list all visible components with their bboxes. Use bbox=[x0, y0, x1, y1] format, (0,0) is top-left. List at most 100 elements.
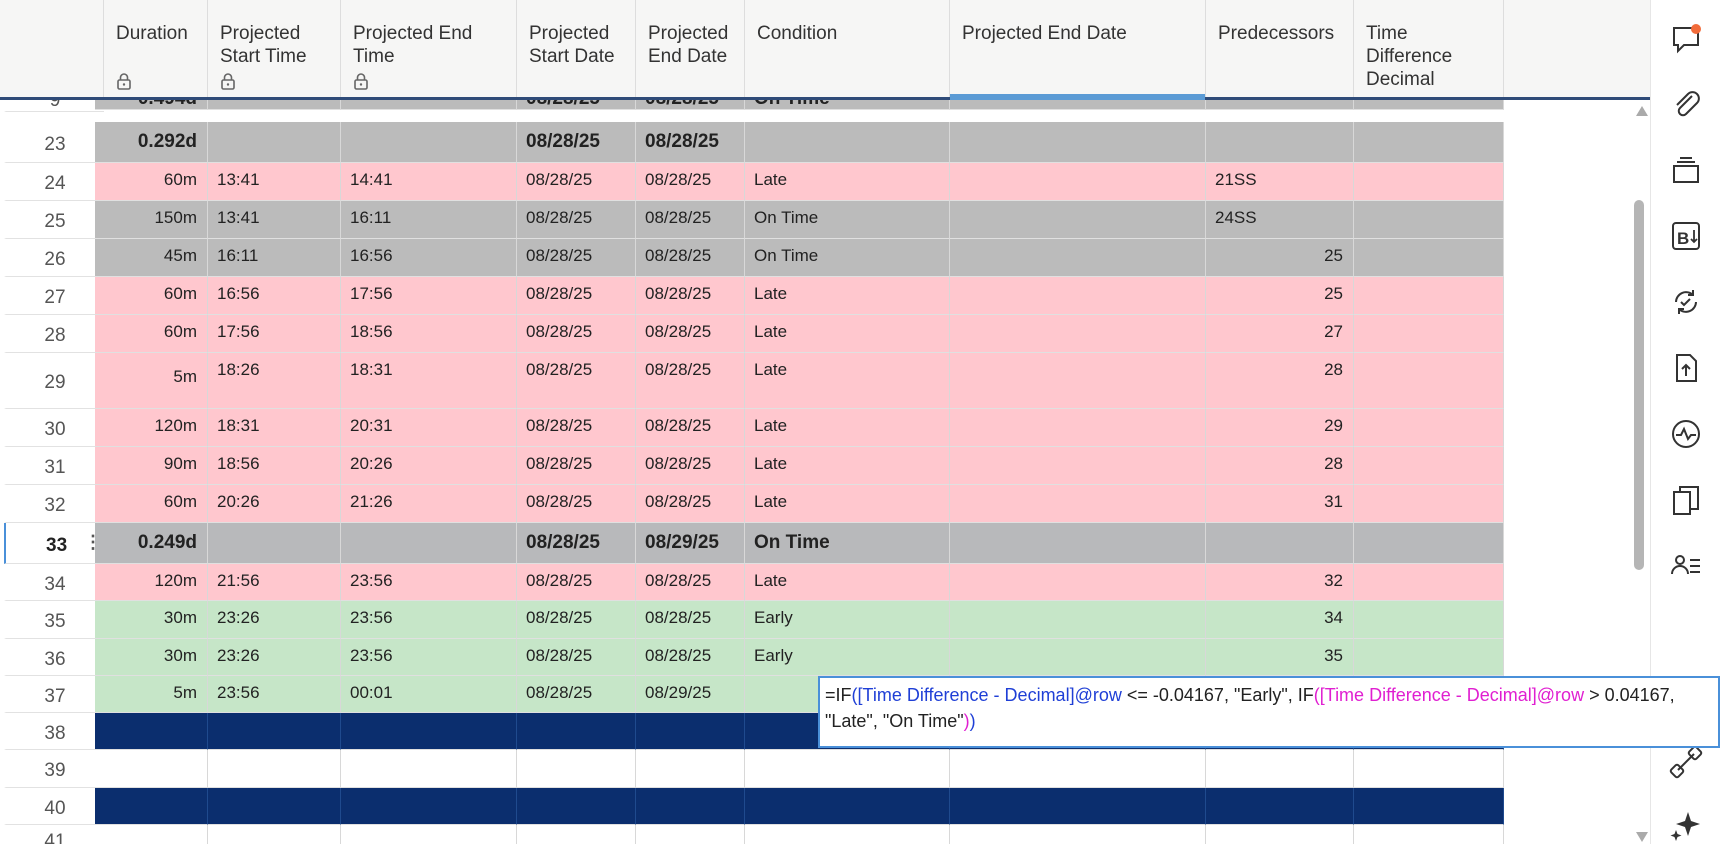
cell-proj-end-date[interactable]: 08/28/25 bbox=[636, 353, 745, 409]
cell-condition[interactable]: Early bbox=[745, 601, 950, 639]
cell-proj-end-time[interactable] bbox=[341, 523, 517, 564]
cell-time-diff[interactable] bbox=[1354, 122, 1504, 163]
column-header-condition[interactable]: Condition bbox=[745, 0, 950, 97]
cell-proj-end-date2[interactable] bbox=[950, 485, 1206, 523]
cell-proj-end-time[interactable]: 20:31 bbox=[341, 409, 517, 447]
row-number[interactable]: 30 bbox=[4, 409, 104, 447]
cell-proj-end-date2[interactable] bbox=[950, 315, 1206, 353]
table-row[interactable]: 25 150m 13:41 16:11 08/28/25 08/28/25 On Time 2… bbox=[0, 201, 1630, 239]
cell-duration[interactable]: 0.494d bbox=[95, 100, 208, 110]
cell-condition[interactable]: On Time bbox=[745, 201, 950, 239]
cell-proj-end-date2[interactable] bbox=[950, 122, 1206, 163]
cell-proj-start-date[interactable]: 08/28/25 bbox=[517, 122, 636, 163]
cell-proj-end-time[interactable]: 00:01 bbox=[341, 676, 517, 713]
cell-predecessors[interactable]: 34 bbox=[1206, 601, 1354, 639]
cell-proj-end-date[interactable] bbox=[636, 788, 745, 825]
cell-condition[interactable]: On Time bbox=[745, 239, 950, 277]
cell-predecessors[interactable] bbox=[1206, 788, 1354, 825]
cell-proj-start-time[interactable]: 23:26 bbox=[208, 601, 341, 639]
cell-time-diff[interactable] bbox=[1354, 353, 1504, 409]
cell-proj-end-date[interactable]: 08/28/25 bbox=[636, 100, 745, 110]
row-number[interactable]: 35 bbox=[4, 601, 104, 639]
cell-time-diff[interactable] bbox=[1354, 601, 1504, 639]
cell-time-diff[interactable] bbox=[1354, 788, 1504, 825]
cell-proj-end-date[interactable]: 08/28/25 bbox=[636, 639, 745, 676]
cell-proj-end-date2[interactable] bbox=[950, 353, 1206, 409]
row-number[interactable]: 33 ⋮ bbox=[4, 523, 104, 564]
cell-predecessors[interactable]: 29 bbox=[1206, 409, 1354, 447]
cell-condition[interactable]: Late bbox=[745, 485, 950, 523]
cell-proj-start-date[interactable]: 08/28/25 bbox=[517, 523, 636, 564]
cell-proj-start-time[interactable] bbox=[208, 100, 341, 110]
cell-condition[interactable]: Late bbox=[745, 409, 950, 447]
cell-proj-start-date[interactable]: 08/28/25 bbox=[517, 100, 636, 110]
cell-proj-end-time[interactable]: 23:56 bbox=[341, 601, 517, 639]
cell-condition[interactable] bbox=[745, 825, 950, 844]
column-header-duration[interactable]: Duration bbox=[104, 0, 208, 97]
activity-icon[interactable] bbox=[1668, 416, 1704, 452]
cell-proj-end-date2[interactable] bbox=[950, 409, 1206, 447]
cell-proj-end-date[interactable]: 08/29/25 bbox=[636, 676, 745, 713]
sync-icon[interactable] bbox=[1668, 284, 1704, 320]
cell-proj-end-date[interactable]: 08/28/25 bbox=[636, 564, 745, 601]
cell-proj-end-date[interactable]: 08/28/25 bbox=[636, 315, 745, 353]
cell-proj-end-time[interactable]: 14:41 bbox=[341, 163, 517, 201]
attachment-icon[interactable] bbox=[1668, 86, 1704, 122]
cell-proj-start-date[interactable]: 08/28/25 bbox=[517, 353, 636, 409]
cell-condition[interactable] bbox=[745, 788, 950, 825]
cell-proj-start-time[interactable]: 13:41 bbox=[208, 201, 341, 239]
cell-proj-end-time[interactable]: 16:56 bbox=[341, 239, 517, 277]
table-row[interactable]: 35 30m 23:26 23:56 08/28/25 08/28/25 Early 34 bbox=[0, 601, 1630, 639]
table-row[interactable]: 28 60m 17:56 18:56 08/28/25 08/28/25 Late 27 bbox=[0, 315, 1630, 353]
cell-proj-end-date2[interactable] bbox=[950, 639, 1206, 676]
table-row[interactable]: 31 90m 18:56 20:26 08/28/25 08/28/25 Late 28 bbox=[0, 447, 1630, 485]
row-number[interactable]: 38 bbox=[4, 713, 104, 750]
cell-predecessors[interactable]: 28 bbox=[1206, 353, 1354, 409]
cell-condition[interactable]: On Time bbox=[745, 100, 950, 110]
table-row[interactable]: 39 bbox=[0, 750, 1630, 788]
row-number[interactable]: 24 bbox=[4, 163, 104, 201]
cell-proj-end-time[interactable] bbox=[341, 750, 517, 788]
cell-condition[interactable]: On Time bbox=[745, 523, 950, 564]
summary-icon[interactable] bbox=[1668, 482, 1704, 518]
cell-predecessors[interactable]: 25 bbox=[1206, 277, 1354, 315]
cell-time-diff[interactable] bbox=[1354, 485, 1504, 523]
row-number[interactable]: 29 bbox=[4, 353, 104, 409]
cell-time-diff[interactable] bbox=[1354, 277, 1504, 315]
cell-proj-end-time[interactable]: 16:11 bbox=[341, 201, 517, 239]
column-header-predecessors[interactable]: Predecessors bbox=[1206, 0, 1354, 97]
cell-proj-end-date2[interactable] bbox=[950, 564, 1206, 601]
cell-predecessors[interactable] bbox=[1206, 750, 1354, 788]
cell-condition[interactable] bbox=[745, 122, 950, 163]
cell-predecessors[interactable]: 25 bbox=[1206, 239, 1354, 277]
row-number[interactable]: 9 bbox=[4, 100, 104, 112]
row-number[interactable]: 37 bbox=[4, 676, 104, 713]
cell-predecessors[interactable] bbox=[1206, 523, 1354, 564]
cell-duration[interactable]: 0.249d bbox=[95, 523, 208, 564]
cell-duration[interactable]: 45m bbox=[95, 239, 208, 277]
cell-proj-start-date[interactable] bbox=[517, 713, 636, 750]
cell-proj-start-date[interactable] bbox=[517, 788, 636, 825]
cell-proj-end-time[interactable]: 17:56 bbox=[341, 277, 517, 315]
cell-proj-start-time[interactable]: 23:26 bbox=[208, 639, 341, 676]
cell-proj-start-date[interactable]: 08/28/25 bbox=[517, 564, 636, 601]
cell-condition[interactable]: Late bbox=[745, 564, 950, 601]
cell-proj-end-time[interactable]: 23:56 bbox=[341, 564, 517, 601]
table-row[interactable]: 33 ⋮ 0.249d 08/28/25 08/29/25 On Time bbox=[0, 523, 1630, 564]
table-row[interactable]: 40 bbox=[0, 788, 1630, 825]
contacts-icon[interactable] bbox=[1668, 548, 1704, 584]
row-number[interactable]: 27 bbox=[4, 277, 104, 315]
cell-proj-start-time[interactable]: 16:56 bbox=[208, 277, 341, 315]
cell-proj-end-date[interactable]: 08/29/25 bbox=[636, 523, 745, 564]
cell-duration[interactable]: 120m bbox=[95, 564, 208, 601]
row-number[interactable]: 41 bbox=[4, 825, 104, 844]
cell-proj-end-time[interactable]: 18:56 bbox=[341, 315, 517, 353]
table-row[interactable]: 9 0.494d 08/28/25 08/28/25 On Time bbox=[0, 100, 1630, 122]
column-header-time-diff[interactable]: Time Difference Decimal bbox=[1354, 0, 1504, 97]
cell-proj-end-time[interactable]: 21:26 bbox=[341, 485, 517, 523]
cell-predecessors[interactable] bbox=[1206, 100, 1354, 110]
table-row[interactable]: 23 0.292d 08/28/25 08/28/25 bbox=[0, 122, 1630, 163]
cell-proj-end-time[interactable] bbox=[341, 100, 517, 110]
cell-proj-start-time[interactable] bbox=[208, 788, 341, 825]
cell-duration[interactable] bbox=[95, 788, 208, 825]
